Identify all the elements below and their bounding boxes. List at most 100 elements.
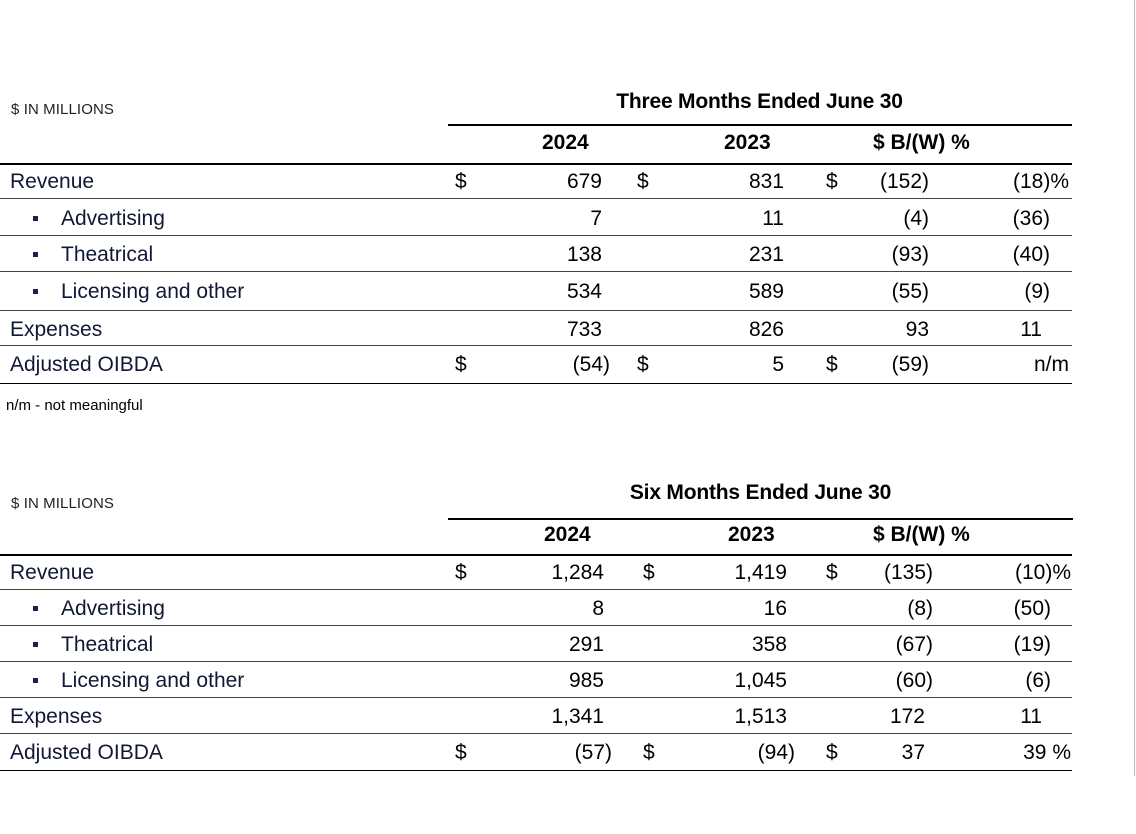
- column-header-2024: 2024: [542, 131, 589, 154]
- row-label: Theatrical: [61, 633, 154, 656]
- variance-percent: (18)%: [1012, 170, 1069, 193]
- variance-dollars: (4): [903, 207, 929, 230]
- currency-symbol: $: [826, 353, 838, 376]
- value-2024: 985: [568, 669, 604, 692]
- row-divider: [0, 589, 1072, 590]
- value-2024: 1,341: [551, 705, 604, 728]
- value-2024: (54): [572, 353, 610, 376]
- currency-symbol: $: [455, 170, 467, 193]
- bullet-icon: [33, 252, 38, 257]
- row-divider: [0, 769, 1072, 771]
- footnote: n/m - not meaningful: [6, 397, 143, 414]
- page-right-border: [1134, 0, 1135, 776]
- bullet-icon: [33, 606, 38, 611]
- currency-symbol: $: [826, 741, 838, 764]
- period-title: Six Months Ended June 30: [629, 481, 892, 504]
- header-divider: [0, 163, 1072, 165]
- row-divider: [0, 661, 1072, 662]
- variance-dollars: (67): [895, 633, 933, 656]
- period-title-underline: [448, 124, 1072, 126]
- header-divider: [0, 554, 1072, 556]
- row-divider: [0, 198, 1072, 199]
- variance-percent: 39 %: [1023, 741, 1071, 764]
- bullet-icon: [33, 678, 38, 683]
- value-2024: 733: [566, 318, 602, 341]
- row-label: Expenses: [10, 705, 103, 728]
- variance-percent: (40): [1012, 243, 1050, 266]
- table-row-advertising: Advertising 8 16 (8) (50): [0, 590, 1072, 626]
- column-header-variance: $ B/(W) %: [873, 523, 970, 546]
- unit-label: $ IN MILLIONS: [11, 101, 114, 118]
- period-title-underline: [448, 518, 1073, 520]
- variance-dollars: (8): [907, 597, 933, 620]
- period-title: Three Months Ended June 30: [616, 90, 903, 113]
- row-label: Licensing and other: [61, 280, 245, 303]
- table-row-revenue: Revenue $ 1,284 $ 1,419 $ (135) (10)%: [0, 554, 1072, 590]
- unit-label: $ IN MILLIONS: [11, 495, 114, 512]
- variance-percent: (19): [1013, 633, 1051, 656]
- bullet-icon: [33, 216, 38, 221]
- column-header-2023: 2023: [724, 131, 771, 154]
- variance-dollars: (152): [879, 170, 929, 193]
- variance-percent: (36): [1012, 207, 1050, 230]
- table-row-revenue: Revenue $ 679 $ 831 $ (152) (18)%: [0, 163, 1072, 199]
- variance-dollars: (135): [883, 561, 933, 584]
- variance-dollars: 93: [905, 318, 929, 341]
- column-header-2024: 2024: [544, 523, 591, 546]
- variance-percent: (50): [1013, 597, 1051, 620]
- row-label: Theatrical: [61, 243, 154, 266]
- value-2024: 8: [592, 597, 604, 620]
- value-2023: 1,419: [734, 561, 787, 584]
- row-label: Adjusted OIBDA: [10, 741, 163, 764]
- variance-percent: 11: [1020, 318, 1042, 341]
- value-2023: 831: [748, 170, 784, 193]
- value-2024: 534: [566, 280, 602, 303]
- row-divider: [0, 382, 1072, 384]
- row-label: Revenue: [10, 561, 95, 584]
- row-divider: [0, 697, 1072, 698]
- table-row-theatrical: Theatrical 138 231 (93) (40): [0, 236, 1072, 272]
- variance-dollars: (60): [895, 669, 933, 692]
- row-divider: [0, 310, 1072, 311]
- value-2024: 138: [566, 243, 602, 266]
- value-2023: 11: [762, 207, 784, 230]
- value-2023: 1,045: [734, 669, 787, 692]
- currency-symbol: $: [826, 561, 838, 584]
- value-2024: 679: [566, 170, 602, 193]
- currency-symbol: $: [455, 353, 467, 376]
- currency-symbol: $: [455, 561, 467, 584]
- value-2023: (94): [757, 741, 795, 764]
- table-row-advertising: Advertising 7 11 (4) (36): [0, 200, 1072, 236]
- variance-percent: (9): [1024, 280, 1050, 303]
- currency-symbol: $: [637, 353, 649, 376]
- variance-dollars: 172: [889, 705, 925, 728]
- variance-dollars: (55): [891, 280, 929, 303]
- table-row-expenses: Expenses 733 826 93 11: [0, 311, 1072, 346]
- table-row-adjusted-oibda: Adjusted OIBDA $ (54) $ 5 $ (59) n/m: [0, 346, 1072, 384]
- variance-percent: 11: [1020, 705, 1042, 728]
- column-header-variance: $ B/(W) %: [873, 131, 970, 154]
- value-2023: 231: [748, 243, 784, 266]
- row-divider: [0, 345, 1072, 346]
- row-divider: [0, 235, 1072, 236]
- row-divider: [0, 271, 1072, 272]
- bullet-icon: [33, 642, 38, 647]
- value-2023: 589: [748, 280, 784, 303]
- table-row-licensing: Licensing and other 534 589 (55) (9): [0, 273, 1072, 311]
- currency-symbol: $: [643, 561, 655, 584]
- table-row-adjusted-oibda: Adjusted OIBDA $ (57) $ (94) $ 37 39 %: [0, 734, 1072, 771]
- variance-dollars: (59): [891, 353, 929, 376]
- row-label: Revenue: [10, 170, 95, 193]
- value-2024: (57): [574, 741, 612, 764]
- variance-dollars: (93): [891, 243, 929, 266]
- currency-symbol: $: [455, 741, 467, 764]
- row-label: Expenses: [10, 318, 103, 341]
- column-header-2023: 2023: [728, 523, 775, 546]
- row-label: Licensing and other: [61, 669, 245, 692]
- value-2023: 358: [751, 633, 787, 656]
- row-label: Advertising: [61, 207, 165, 230]
- table-row-expenses: Expenses 1,341 1,513 172 11: [0, 698, 1072, 734]
- variance-dollars: 37: [901, 741, 925, 764]
- variance-percent: n/m: [1033, 353, 1069, 376]
- value-2024: 1,284: [551, 561, 604, 584]
